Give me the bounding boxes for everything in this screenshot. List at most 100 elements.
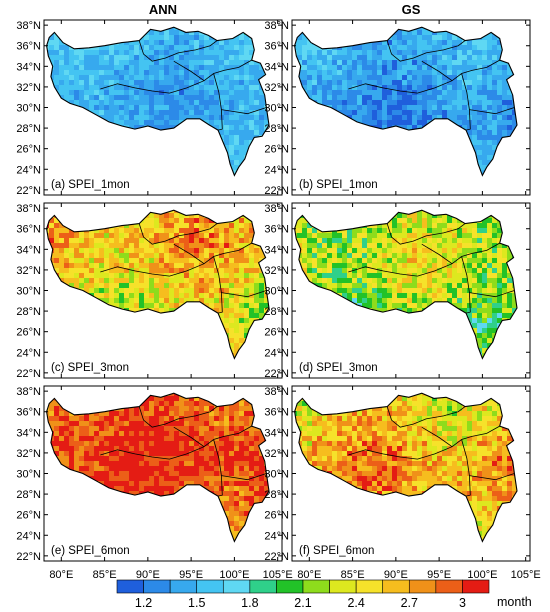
latitude-tick-label: 26°N — [264, 327, 289, 339]
subregion-border — [221, 290, 267, 298]
longitude-tick-label: 85°E — [341, 569, 365, 581]
column-title-ann: ANN — [149, 2, 177, 17]
subregion-border — [138, 406, 218, 428]
longitude-tick-label: 100°E — [219, 569, 249, 581]
latitude-tick-label: 34°N — [16, 427, 41, 439]
colorbar-tick-label: 2.7 — [401, 596, 418, 610]
colorbar-unit: month — [497, 595, 532, 609]
subregion-border — [421, 426, 453, 448]
subregion-border — [421, 243, 453, 265]
latitude-tick-label: 26°N — [16, 327, 41, 339]
latitude-tick-label: 36°N — [264, 224, 289, 236]
subregion-border — [386, 406, 466, 428]
latitude-tick-label: 30°N — [16, 286, 41, 298]
map-panel: 22°N 24°N 26°N 28°N 30°N 32°N 34°N 36°N 38°N (c) … — [16, 202, 283, 380]
colorbar-tick-label: 1.8 — [241, 596, 258, 610]
latitude-tick-label: 36°N — [16, 224, 41, 236]
latitude-tick-label: 24°N — [264, 530, 289, 542]
region-outline — [294, 209, 518, 360]
subregion-border — [386, 40, 466, 62]
colorbar-swatch — [408, 579, 437, 594]
latitude-tick-label: 38°N — [264, 20, 289, 32]
region-outline — [46, 209, 270, 360]
latitude-tick-label: 34°N — [264, 61, 289, 73]
longitude-tick-label: 105°E — [511, 569, 541, 581]
colorbar-swatch — [329, 579, 357, 594]
region-outline — [46, 392, 270, 543]
latitude-tick-label: 38°N — [16, 20, 41, 32]
subregion-border — [221, 473, 267, 481]
latitude-tick-label: 28°N — [264, 489, 289, 501]
colorbar-swatch — [435, 579, 463, 594]
latitude-tick-label: 32°N — [264, 265, 289, 277]
latitude-tick-label: 36°N — [264, 407, 289, 419]
region-outline — [294, 26, 518, 177]
colorbar-tick-label: 1.2 — [135, 596, 152, 610]
panel-label: (d) SPEI_3mon — [299, 362, 378, 374]
colorbar-swatch — [116, 579, 144, 594]
subregion-border — [173, 426, 205, 448]
colorbar-swatch — [222, 579, 251, 594]
latitude-tick-label: 32°N — [16, 265, 41, 277]
map-panel: 22°N 24°N 26°N 28°N 30°N 32°N 34°N 36°N 38°N (b) … — [264, 19, 531, 197]
colorbar-swatch — [196, 579, 224, 594]
subregion-border — [100, 59, 252, 94]
latitude-tick-label: 24°N — [16, 347, 41, 359]
colorbar-tick-label: 1.5 — [188, 596, 205, 610]
latitude-tick-label: 24°N — [16, 530, 41, 542]
subregion-border — [469, 473, 515, 481]
subregion-border — [469, 107, 515, 115]
subregion-border — [138, 40, 218, 62]
latitude-tick-label: 30°N — [264, 103, 289, 115]
latitude-tick-label: 28°N — [264, 123, 289, 135]
latitude-tick-label: 28°N — [16, 123, 41, 135]
map-panel: 22°N 24°N 26°N 28°N 30°N 32°N 34°N 36°N 38°N (d) … — [264, 202, 531, 380]
latitude-tick-label: 22°N — [264, 551, 289, 563]
region-outline — [46, 26, 270, 177]
latitude-tick-label: 28°N — [16, 306, 41, 318]
map-panel: 22°N 24°N 26°N 28°N 30°N 32°N 34°N 36°N 38°N (f) … — [264, 385, 531, 563]
subregion-border — [348, 59, 500, 94]
latitude-tick-label: 28°N — [16, 489, 41, 501]
subregion-border — [138, 223, 218, 245]
subregion-border — [173, 60, 205, 82]
latitude-tick-label: 22°N — [16, 551, 41, 563]
subregion-border — [100, 425, 252, 460]
latitude-tick-label: 26°N — [16, 144, 41, 156]
colorbar-tick-label: 3 — [459, 596, 466, 610]
latitude-tick-label: 30°N — [264, 286, 289, 298]
latitude-tick-label: 36°N — [16, 407, 41, 419]
latitude-tick-label: 38°N — [264, 203, 289, 215]
region-outline — [294, 392, 518, 543]
colorbar-tick-label: 2.1 — [294, 596, 311, 610]
latitude-tick-label: 32°N — [16, 448, 41, 460]
latitude-tick-label: 38°N — [16, 203, 41, 215]
map-panel: 22°N 24°N 26°N 28°N 30°N 32°N 34°N 36°N 38°N (e) … — [16, 385, 283, 563]
colorbar-swatch — [143, 579, 171, 594]
latitude-tick-label: 30°N — [16, 469, 41, 481]
longitude-tick-label: 90°E — [136, 569, 160, 581]
latitude-tick-label: 26°N — [264, 144, 289, 156]
latitude-tick-label: 36°N — [264, 41, 289, 53]
longitude-tick-label: 80°E — [297, 569, 321, 581]
latitude-tick-label: 22°N — [16, 185, 41, 197]
colorbar-swatch — [382, 579, 410, 594]
panel-label: (f) SPEI_6mon — [299, 545, 374, 557]
colorbar-swatch — [355, 579, 384, 594]
latitude-tick-label: 34°N — [16, 244, 41, 256]
latitude-tick-label: 32°N — [264, 448, 289, 460]
latitude-tick-label: 38°N — [264, 386, 289, 398]
subregion-border — [173, 243, 205, 265]
longitude-axis: 80°E 85°E 90°E 95°E 100°E 105°E 80°E 85°E 90°E 95… — [49, 569, 540, 581]
latitude-tick-label: 34°N — [264, 427, 289, 439]
latitude-tick-label: 32°N — [264, 82, 289, 94]
colorbar-swatch — [276, 579, 304, 594]
panel-label: (c) SPEI_3mon — [51, 362, 129, 374]
map-panel: 22°N 24°N 26°N 28°N 30°N 32°N 34°N 36°N 38°N (a) … — [16, 19, 283, 197]
subregion-border — [221, 107, 267, 115]
colorbar-swatch — [169, 579, 198, 594]
latitude-tick-label: 38°N — [16, 386, 41, 398]
latitude-tick-label: 34°N — [16, 61, 41, 73]
latitude-tick-label: 26°N — [264, 510, 289, 522]
latitude-tick-label: 22°N — [264, 368, 289, 380]
